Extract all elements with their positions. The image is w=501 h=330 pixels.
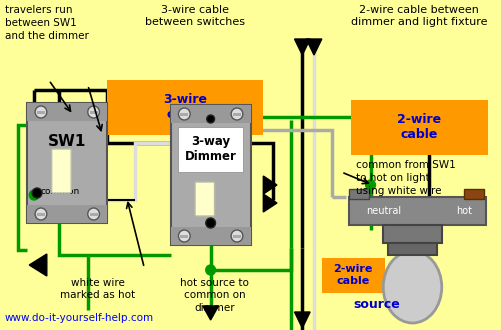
FancyBboxPatch shape (180, 113, 188, 116)
FancyBboxPatch shape (37, 213, 45, 215)
Polygon shape (294, 39, 310, 55)
Circle shape (29, 190, 39, 200)
Circle shape (178, 108, 190, 120)
FancyBboxPatch shape (348, 197, 484, 225)
Polygon shape (202, 306, 218, 320)
Text: 3-wire cable
between switches: 3-wire cable between switches (145, 5, 244, 27)
Circle shape (206, 115, 214, 123)
Text: common: common (41, 186, 80, 195)
Polygon shape (294, 312, 310, 328)
FancyBboxPatch shape (170, 105, 250, 245)
FancyBboxPatch shape (27, 103, 107, 223)
Circle shape (230, 108, 242, 120)
Circle shape (88, 208, 99, 220)
FancyBboxPatch shape (350, 100, 486, 155)
Polygon shape (263, 194, 277, 212)
Circle shape (32, 188, 42, 198)
Text: www.do-it-yourself-help.com: www.do-it-yourself-help.com (5, 313, 154, 323)
Text: common from SW1
to hot on light
using white wire: common from SW1 to hot on light using wh… (355, 160, 455, 196)
FancyBboxPatch shape (180, 235, 188, 238)
Polygon shape (29, 254, 47, 276)
FancyBboxPatch shape (27, 205, 107, 223)
FancyBboxPatch shape (463, 189, 483, 199)
Circle shape (35, 208, 47, 220)
Text: travelers run
between SW1
and the dimmer: travelers run between SW1 and the dimmer (5, 5, 89, 41)
Text: neutral: neutral (365, 206, 400, 216)
Text: 2-wire
cable: 2-wire cable (396, 113, 440, 141)
FancyBboxPatch shape (170, 227, 250, 245)
FancyBboxPatch shape (232, 113, 240, 116)
Circle shape (205, 265, 215, 275)
Text: hot source to
common on
dimmer: hot source to common on dimmer (180, 278, 248, 313)
FancyBboxPatch shape (107, 80, 263, 135)
FancyBboxPatch shape (195, 182, 214, 216)
Circle shape (178, 230, 190, 242)
Circle shape (230, 230, 242, 242)
FancyBboxPatch shape (382, 225, 441, 243)
Text: 3-way
Dimmer: 3-way Dimmer (184, 135, 236, 163)
Circle shape (205, 218, 215, 228)
Text: 2-wire
cable: 2-wire cable (333, 264, 372, 286)
Text: source: source (352, 298, 399, 311)
FancyBboxPatch shape (37, 111, 45, 114)
FancyBboxPatch shape (387, 243, 436, 255)
FancyBboxPatch shape (178, 127, 242, 172)
Text: hot: hot (455, 206, 471, 216)
Circle shape (35, 106, 47, 118)
Text: SW1: SW1 (48, 134, 86, 148)
Ellipse shape (382, 251, 441, 323)
Polygon shape (263, 176, 277, 194)
FancyBboxPatch shape (232, 235, 240, 238)
Polygon shape (306, 39, 321, 55)
FancyBboxPatch shape (27, 103, 107, 121)
FancyBboxPatch shape (348, 189, 368, 199)
Circle shape (88, 106, 99, 118)
Text: 3-wire
cable: 3-wire cable (163, 93, 207, 121)
Text: white wire
marked as hot: white wire marked as hot (60, 278, 135, 300)
FancyBboxPatch shape (321, 258, 384, 293)
FancyBboxPatch shape (170, 105, 250, 123)
Circle shape (365, 180, 375, 190)
FancyBboxPatch shape (90, 213, 97, 215)
Text: 2-wire cable between
dimmer and light fixture: 2-wire cable between dimmer and light fi… (350, 5, 486, 27)
FancyBboxPatch shape (90, 111, 97, 114)
FancyBboxPatch shape (52, 149, 71, 193)
